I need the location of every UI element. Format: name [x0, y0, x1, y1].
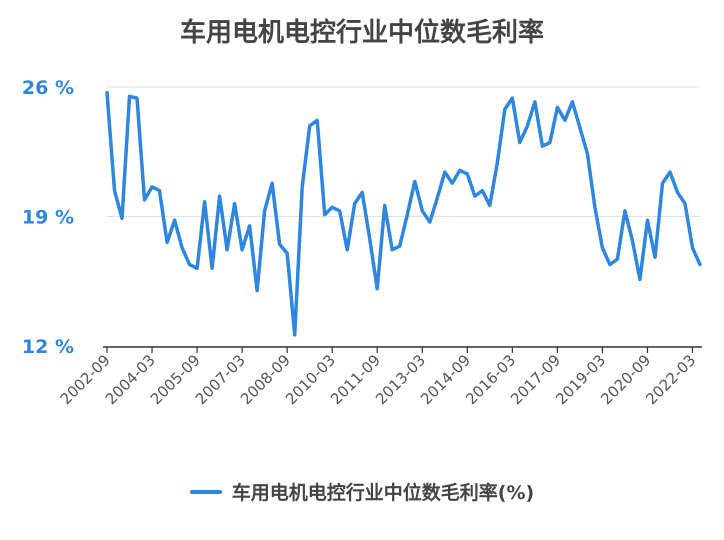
y-tick-label: 12 % — [22, 336, 74, 358]
y-tick-label: 19 % — [22, 207, 74, 229]
legend-swatch — [189, 489, 222, 494]
x-tick-labels: 2002-092004-032005-092007-032008-092010-… — [57, 351, 700, 408]
series-line[interactable] — [105, 90, 702, 337]
y-tick-label: 26 % — [22, 77, 74, 99]
x-tick-label: 2022-03 — [642, 351, 699, 408]
chart-title: 车用电机电控行业中位数毛利率 — [179, 18, 544, 48]
legend[interactable]: 车用电机电控行业中位数毛利率(%) — [0, 478, 724, 505]
x-axis — [103, 346, 702, 353]
series-lines — [105, 90, 702, 337]
legend-label: 车用电机电控行业中位数毛利率(%) — [231, 482, 535, 504]
gridlines — [107, 86, 700, 217]
y-tick-labels: 26 % 19 % 12 % — [22, 77, 74, 358]
